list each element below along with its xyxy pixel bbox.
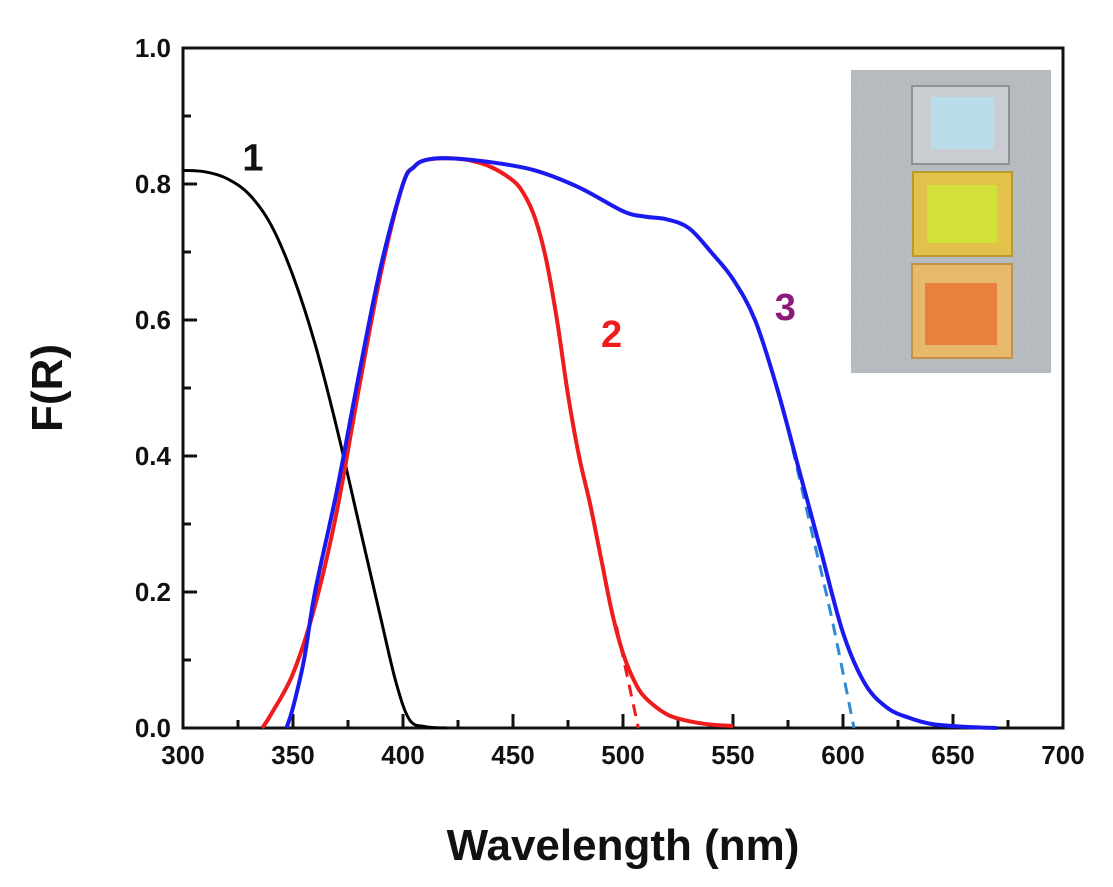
series-1-label: 1 xyxy=(242,137,263,179)
y-axis-title: F(R) xyxy=(23,344,72,432)
y-tick-label: 0.8 xyxy=(135,169,171,199)
series-3-label: 3 xyxy=(775,287,796,329)
axis-ticks xyxy=(181,46,1065,730)
y-tick-label: 0.2 xyxy=(135,577,171,607)
film-orange xyxy=(911,263,1013,359)
x-tick-label: 300 xyxy=(161,740,204,770)
y-tick-label: 1.0 xyxy=(135,33,171,63)
series-2-label: 2 xyxy=(601,314,622,356)
y-tick-labels: 0.0 0.2 0.4 0.6 0.8 1.0 xyxy=(135,33,172,743)
series-2-line xyxy=(260,156,734,730)
y-tick-label: 0.4 xyxy=(135,441,172,471)
x-tick-label: 500 xyxy=(601,740,644,770)
y-tick-label: 0.0 xyxy=(135,713,171,743)
y-tick-label: 0.6 xyxy=(135,305,171,335)
x-tick-label: 600 xyxy=(821,740,864,770)
inset-photo xyxy=(851,70,1051,373)
film-pale-blue xyxy=(911,85,1010,165)
x-axis-title: Wavelength (nm) xyxy=(447,821,800,870)
x-tick-labels: 300 350 400 450 500 550 600 650 700 xyxy=(161,740,1084,770)
x-tick-label: 650 xyxy=(931,740,974,770)
x-tick-label: 700 xyxy=(1041,740,1084,770)
series-3-extrapolation xyxy=(786,428,856,729)
x-tick-label: 400 xyxy=(381,740,424,770)
x-tick-label: 350 xyxy=(271,740,314,770)
series-3-line xyxy=(284,156,998,730)
x-tick-label: 450 xyxy=(491,740,534,770)
series-1-line xyxy=(182,168,448,730)
film-yellow xyxy=(912,171,1013,257)
x-tick-label: 550 xyxy=(711,740,754,770)
